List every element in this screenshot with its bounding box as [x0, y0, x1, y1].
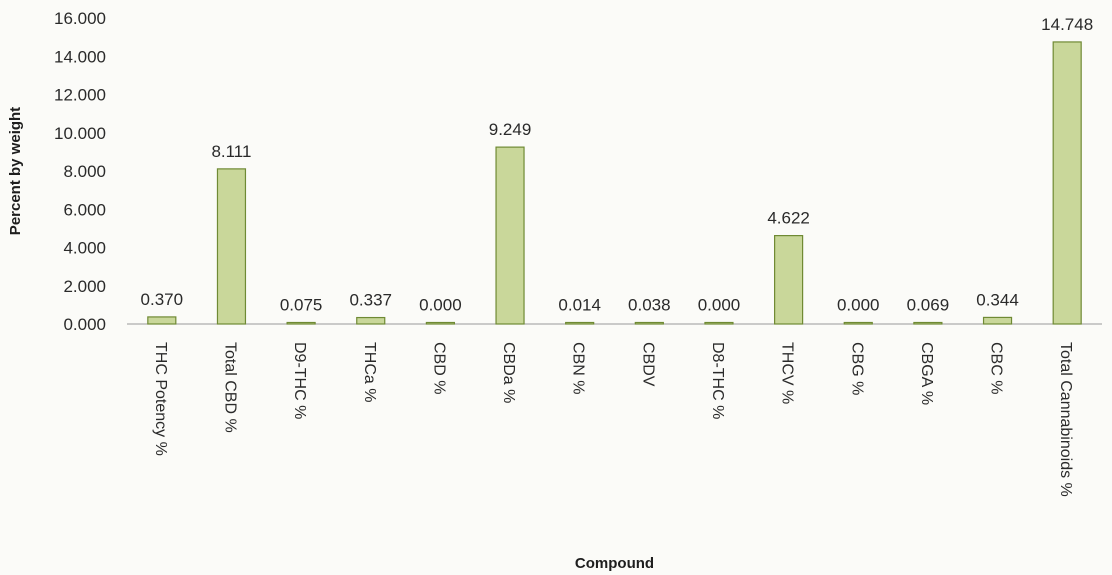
y-tick-label: 4.000 — [63, 239, 106, 258]
bars — [147, 41, 1082, 325]
data-label: 0.337 — [349, 291, 392, 310]
y-tick-label: 2.000 — [63, 277, 106, 296]
x-tick-label: THCV % — [779, 342, 796, 404]
data-label: 0.370 — [141, 290, 184, 309]
y-axis-title: Percent by weight — [7, 107, 24, 235]
bar — [982, 316, 1013, 325]
bar — [356, 316, 386, 325]
bar — [216, 168, 247, 325]
data-label: 0.344 — [976, 290, 1019, 309]
bar — [1052, 41, 1082, 325]
x-tick-label: Total CBD % — [221, 342, 238, 433]
x-tick-label: CBDa % — [500, 342, 517, 403]
y-tick-label: 6.000 — [63, 200, 106, 219]
x-tick-label: CBN % — [570, 342, 587, 394]
y-tick-label: 12.000 — [54, 86, 106, 105]
bar — [425, 321, 455, 325]
x-tick-label: CBD % — [430, 342, 447, 394]
bar — [286, 321, 316, 325]
bar — [147, 316, 177, 325]
bar — [634, 321, 664, 325]
x-tick-label: CBC % — [988, 342, 1005, 394]
data-label: 8.111 — [211, 142, 251, 161]
bar — [843, 321, 873, 325]
y-tick-label: 16.000 — [54, 9, 106, 28]
x-tick-label: THCa % — [361, 342, 378, 402]
x-axis-title: Compound — [575, 555, 654, 572]
y-tick-label: 14.000 — [54, 47, 106, 66]
data-label: 0.000 — [837, 296, 880, 315]
data-label: 0.038 — [628, 296, 671, 315]
y-tick-label: 8.000 — [63, 162, 106, 181]
data-label: 0.000 — [419, 296, 462, 315]
x-tick-label: CBGA % — [918, 342, 935, 405]
data-label: 0.014 — [558, 296, 601, 315]
x-tick-label: Total Cannabinoids % — [1057, 342, 1074, 497]
data-label: 9.249 — [489, 120, 532, 139]
x-tick-label: CBDV — [639, 342, 656, 387]
y-tick-label: 10.000 — [54, 124, 106, 143]
data-label: 4.622 — [767, 209, 810, 228]
bar — [495, 146, 525, 325]
x-tick-label: CBG % — [848, 342, 865, 395]
data-label: 0.000 — [698, 296, 741, 315]
data-labels: 0.370 8.111 0.075 0.337 0.000 9.249 0.014 0.038… — [141, 15, 1094, 315]
data-label: 14.748 — [1041, 15, 1093, 34]
x-tick-label: D9-THC % — [291, 342, 308, 419]
data-label: 0.069 — [907, 296, 950, 315]
x-tick-label: D8-THC % — [709, 342, 726, 419]
x-tick-label: THC Potency % — [152, 342, 169, 456]
x-tick-labels: THC Potency % Total CBD % D9-THC % THCa % CB… — [152, 342, 1074, 497]
bar — [913, 321, 943, 325]
data-label: 0.075 — [280, 296, 323, 315]
y-axis: 0.000 2.000 4.000 6.000 8.000 10.000 12.000 14.… — [54, 9, 106, 334]
y-tick-label: 0.000 — [63, 315, 106, 334]
bar — [565, 321, 595, 325]
bar — [774, 235, 804, 325]
bar — [704, 321, 734, 325]
